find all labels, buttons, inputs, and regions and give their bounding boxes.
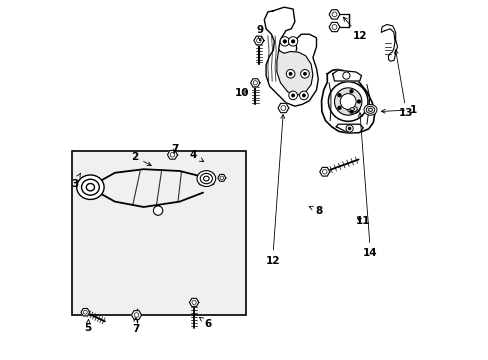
Circle shape (348, 110, 353, 114)
Polygon shape (276, 50, 312, 95)
Polygon shape (250, 79, 260, 87)
Text: 7: 7 (132, 318, 139, 334)
Ellipse shape (86, 184, 94, 191)
Text: 11: 11 (355, 216, 369, 226)
Circle shape (300, 69, 309, 78)
Polygon shape (341, 104, 362, 114)
Text: 2: 2 (131, 152, 151, 166)
Circle shape (346, 125, 352, 132)
Text: 6: 6 (199, 317, 212, 329)
Circle shape (337, 106, 341, 110)
Polygon shape (253, 36, 264, 45)
Text: 10: 10 (234, 88, 249, 98)
Polygon shape (264, 7, 318, 106)
Ellipse shape (81, 179, 99, 195)
Bar (199, 173, 213, 184)
Bar (72, 151, 246, 315)
Polygon shape (319, 167, 329, 176)
Text: 12: 12 (265, 114, 284, 266)
Circle shape (280, 37, 289, 46)
Ellipse shape (363, 104, 376, 115)
Text: 8: 8 (308, 206, 323, 216)
Polygon shape (167, 150, 177, 159)
Circle shape (347, 127, 351, 130)
Text: 7: 7 (171, 144, 179, 154)
Polygon shape (381, 24, 397, 61)
Polygon shape (189, 298, 199, 306)
Polygon shape (328, 10, 339, 19)
Circle shape (328, 82, 367, 121)
Ellipse shape (77, 175, 104, 199)
Polygon shape (332, 70, 361, 81)
Circle shape (348, 89, 353, 93)
Text: 1: 1 (381, 105, 416, 115)
Polygon shape (328, 22, 339, 32)
Circle shape (299, 91, 307, 100)
Circle shape (282, 39, 286, 44)
Circle shape (290, 39, 295, 44)
Polygon shape (336, 124, 363, 133)
Polygon shape (321, 69, 374, 133)
Ellipse shape (366, 106, 374, 113)
Circle shape (301, 94, 305, 97)
Polygon shape (218, 174, 225, 181)
Circle shape (356, 99, 361, 104)
Ellipse shape (346, 106, 357, 112)
Circle shape (288, 72, 292, 76)
Ellipse shape (349, 108, 354, 111)
Ellipse shape (368, 108, 372, 112)
Circle shape (290, 94, 294, 97)
Text: 5: 5 (84, 319, 91, 333)
Text: 12: 12 (343, 17, 366, 41)
Circle shape (288, 37, 297, 46)
Circle shape (303, 72, 306, 76)
Ellipse shape (197, 171, 215, 186)
Circle shape (288, 91, 297, 100)
Ellipse shape (203, 176, 209, 181)
Circle shape (285, 69, 294, 78)
Ellipse shape (200, 174, 212, 184)
Circle shape (340, 94, 355, 109)
Text: 14: 14 (358, 113, 377, 258)
Polygon shape (81, 309, 89, 316)
Text: 13: 13 (393, 50, 413, 118)
Polygon shape (131, 311, 141, 319)
Polygon shape (277, 103, 288, 113)
Text: 4: 4 (189, 150, 203, 162)
Circle shape (337, 93, 341, 97)
Circle shape (153, 206, 163, 215)
Text: 3: 3 (71, 173, 80, 189)
Circle shape (342, 72, 349, 79)
Ellipse shape (344, 104, 359, 114)
Text: 9: 9 (256, 24, 263, 41)
Circle shape (334, 88, 361, 115)
